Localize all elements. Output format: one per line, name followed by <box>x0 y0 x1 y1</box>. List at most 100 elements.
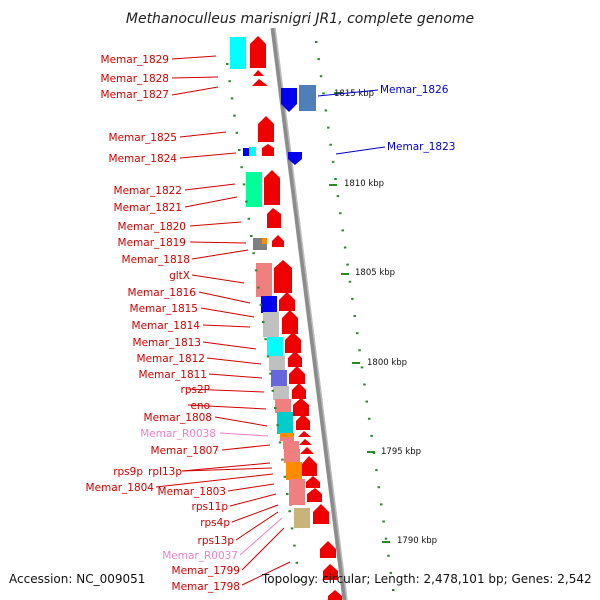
gene-label[interactable]: Memar_1808 <box>144 412 212 424</box>
gene-arrow[interactable] <box>313 504 329 524</box>
feature-memar-1826-arrow[interactable] <box>281 88 297 112</box>
gene-arrow[interactable] <box>288 351 302 367</box>
gene-arrow[interactable] <box>267 208 281 228</box>
feature-memar-1812[interactable] <box>271 370 287 387</box>
gene-label[interactable]: gltX <box>169 270 190 282</box>
feature-gltx[interactable] <box>256 263 272 297</box>
tick-label: 1800 kbp <box>367 358 407 368</box>
gene-arrow[interactable] <box>279 292 295 311</box>
feature-rps9p[interactable] <box>283 441 299 449</box>
gene-arrow[interactable] <box>253 70 264 76</box>
feature-memar-1824b[interactable] <box>249 147 256 156</box>
gene-arrow[interactable] <box>299 439 312 445</box>
gene-arrow[interactable] <box>274 260 292 293</box>
gene-label[interactable]: Memar_1818 <box>122 254 190 266</box>
gene-arrow[interactable] <box>306 476 320 488</box>
feature-eno[interactable] <box>275 399 291 413</box>
map-title: Methanoculleus marisnigri JR1, complete … <box>126 11 474 27</box>
scale-marks <box>226 41 395 591</box>
gene-label-right[interactable]: Memar_1823 <box>387 141 455 153</box>
gene-arrow[interactable] <box>298 431 311 437</box>
feature-rps2p[interactable] <box>273 386 289 400</box>
gene-arrow[interactable] <box>258 116 274 142</box>
scale-labels: 1815 kbp 1810 kbp 1805 kbp 1800 kbp 1795… <box>329 89 437 546</box>
reverse-strand-features <box>230 37 310 528</box>
gene-label[interactable]: Memar_1799 <box>172 565 240 577</box>
gene-label[interactable]: Memar_1816 <box>128 287 197 299</box>
gene-arrow[interactable] <box>302 456 317 476</box>
feature-memar-1815[interactable] <box>263 312 279 337</box>
gene-label[interactable]: Memar_1811 <box>139 369 207 381</box>
gene-label[interactable]: Memar_1821 <box>114 202 182 214</box>
feature-memar-1822[interactable] <box>246 172 262 207</box>
gene-arrow[interactable] <box>293 398 309 416</box>
gene-arrow[interactable] <box>285 332 301 353</box>
gene-label[interactable]: Memar_1813 <box>133 337 201 349</box>
rna-label[interactable]: Memar_R0037 <box>162 550 238 562</box>
gene-label[interactable]: Memar_1828 <box>101 73 169 85</box>
gene-label[interactable]: rps4p <box>200 517 230 529</box>
gene-label[interactable]: Memar_1803 <box>158 486 226 498</box>
gene-label[interactable]: rps2P <box>181 384 210 396</box>
gene-label[interactable]: Memar_1815 <box>130 303 198 315</box>
gene-label[interactable]: Memar_1798 <box>172 581 240 593</box>
feature-memar-1819b[interactable] <box>262 238 267 244</box>
feature-memar-1814[interactable] <box>267 337 283 357</box>
gene-arrow[interactable] <box>282 310 298 334</box>
gene-label[interactable]: Memar_1827 <box>101 89 169 101</box>
gene-arrow[interactable] <box>252 79 268 86</box>
tick-label: 1815 kbp <box>334 89 374 99</box>
tick-label: 1810 kbp <box>344 179 384 189</box>
gene-arrow[interactable] <box>262 144 274 156</box>
gene-label[interactable]: Memar_1819 <box>118 237 186 249</box>
gene-label[interactable]: eno <box>190 400 210 412</box>
gene-label[interactable]: rps11p <box>192 501 229 513</box>
gene-label[interactable]: Memar_1807 <box>151 445 219 457</box>
gene-arrow[interactable] <box>307 488 322 502</box>
left-labels: Memar_1829 Memar_1828 Memar_1827 Memar_1… <box>86 54 240 593</box>
gene-label-right[interactable]: Memar_1826 <box>380 84 449 96</box>
right-labels: Memar_1826 Memar_1823 <box>317 84 455 155</box>
gene-arrow[interactable] <box>289 366 305 384</box>
gene-label[interactable]: Memar_1829 <box>101 54 169 66</box>
gene-label[interactable]: rps13p <box>198 535 235 547</box>
feature-memar-1824[interactable] <box>243 148 249 156</box>
feature-memar-1803[interactable] <box>289 479 305 506</box>
feature-memar-r0038[interactable] <box>280 433 294 437</box>
rna-label[interactable]: Memar_R0038 <box>140 428 216 440</box>
feature-memar-1826[interactable] <box>299 85 316 111</box>
gene-label[interactable]: Memar_1812 <box>137 353 205 365</box>
feature-rps11p[interactable] <box>292 505 308 507</box>
gene-label[interactable]: Memar_1824 <box>109 153 178 165</box>
feature-memar-1813[interactable] <box>269 356 285 371</box>
feature-memar-1816[interactable] <box>261 296 277 313</box>
feature-rpl13p[interactable] <box>284 449 300 463</box>
gene-label[interactable]: Memar_1825 <box>109 132 177 144</box>
genome-backbone <box>270 27 348 600</box>
gene-arrow[interactable] <box>296 414 310 430</box>
feature-memar-1823[interactable] <box>288 152 302 165</box>
gene-label[interactable]: rps9p <box>113 466 143 478</box>
gene-arrow[interactable] <box>320 541 336 558</box>
forward-strand-features <box>250 36 342 600</box>
feature-memar-1798[interactable] <box>294 508 310 528</box>
tick-label: 1805 kbp <box>355 268 395 278</box>
gene-label[interactable]: Memar_1804 <box>86 482 155 494</box>
feature-memar-1807[interactable] <box>280 437 294 441</box>
topology-text: Topology: circular; Length: 2,478,101 bp… <box>262 572 592 586</box>
gene-arrow[interactable] <box>272 235 284 247</box>
gene-label[interactable]: Memar_1822 <box>114 185 182 197</box>
gene-arrow[interactable] <box>250 36 266 68</box>
gene-arrow[interactable] <box>292 383 306 399</box>
gene-label[interactable]: Memar_1820 <box>118 221 186 233</box>
gene-arrow[interactable] <box>300 447 314 454</box>
feature-memar-1829[interactable] <box>230 37 246 69</box>
gene-label[interactable]: rpl13p <box>148 466 182 478</box>
feature-memar-1808[interactable] <box>277 412 293 434</box>
gene-arrow[interactable] <box>264 170 280 205</box>
gene-arrow[interactable] <box>323 564 338 580</box>
feature-memar-1804[interactable] <box>286 462 302 480</box>
leader-lines <box>155 55 291 586</box>
gene-arrow[interactable] <box>328 590 342 600</box>
gene-label[interactable]: Memar_1814 <box>132 320 201 332</box>
